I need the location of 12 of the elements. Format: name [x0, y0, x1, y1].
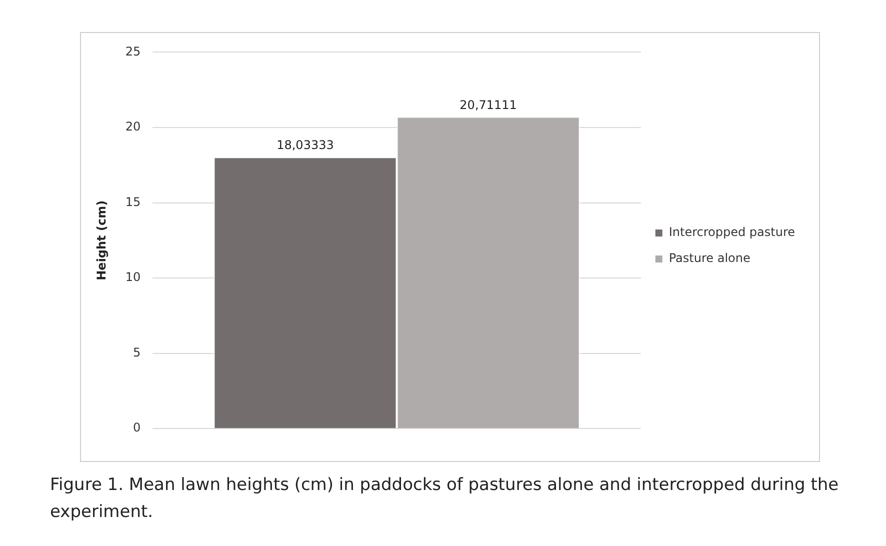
y-tick-label: 10: [125, 270, 141, 284]
y-tick-label: 5: [133, 345, 141, 360]
data-label: 18,03333: [276, 138, 334, 152]
y-axis-title: Height (cm): [94, 200, 108, 280]
y-tick-label: 20: [125, 120, 141, 134]
data-label: 20,71111: [460, 98, 517, 112]
y-tick-label: 0: [133, 420, 141, 435]
legend-label: Pasture alone: [668, 251, 750, 266]
y-tick-label: 25: [125, 44, 141, 58]
legend-label: Intercropped pasture: [668, 225, 796, 240]
caption: Figure 1. Mean lawn heights (cm) in paddocks of pastures alone and intercropped during the experiment.: [50, 474, 840, 524]
y-tick-label: 15: [125, 194, 141, 209]
